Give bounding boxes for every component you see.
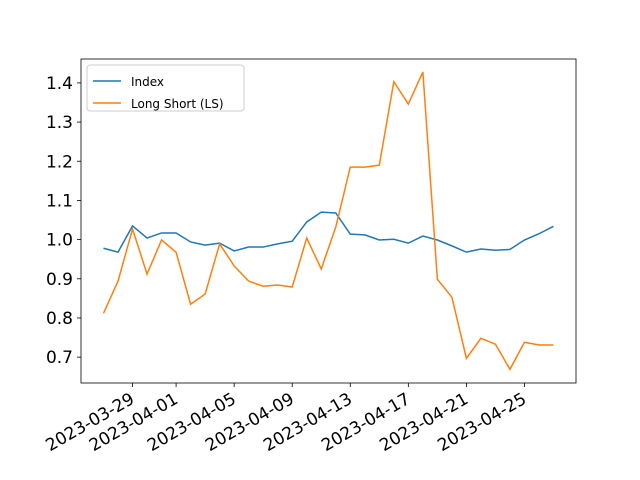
y-tick-label: 1.1 bbox=[46, 191, 73, 211]
y-tick-label: 1.4 bbox=[46, 74, 73, 94]
y-tick-label: 0.9 bbox=[46, 270, 73, 290]
legend-box bbox=[86, 64, 245, 112]
y-tick-label: 1.3 bbox=[46, 113, 73, 133]
legend-label: Index bbox=[131, 75, 164, 89]
legend-label: Long Short (LS) bbox=[131, 97, 224, 111]
legend: Index Long Short (LS) bbox=[86, 64, 245, 112]
y-tick-label: 1.2 bbox=[46, 152, 73, 172]
line bbox=[102, 71, 554, 371]
y-tick-label: 0.7 bbox=[46, 348, 73, 368]
line bbox=[103, 211, 554, 254]
y-tick-label: 0.8 bbox=[46, 309, 73, 329]
y-tick-label: 1.0 bbox=[46, 231, 73, 251]
plot-frame bbox=[80, 58, 577, 384]
